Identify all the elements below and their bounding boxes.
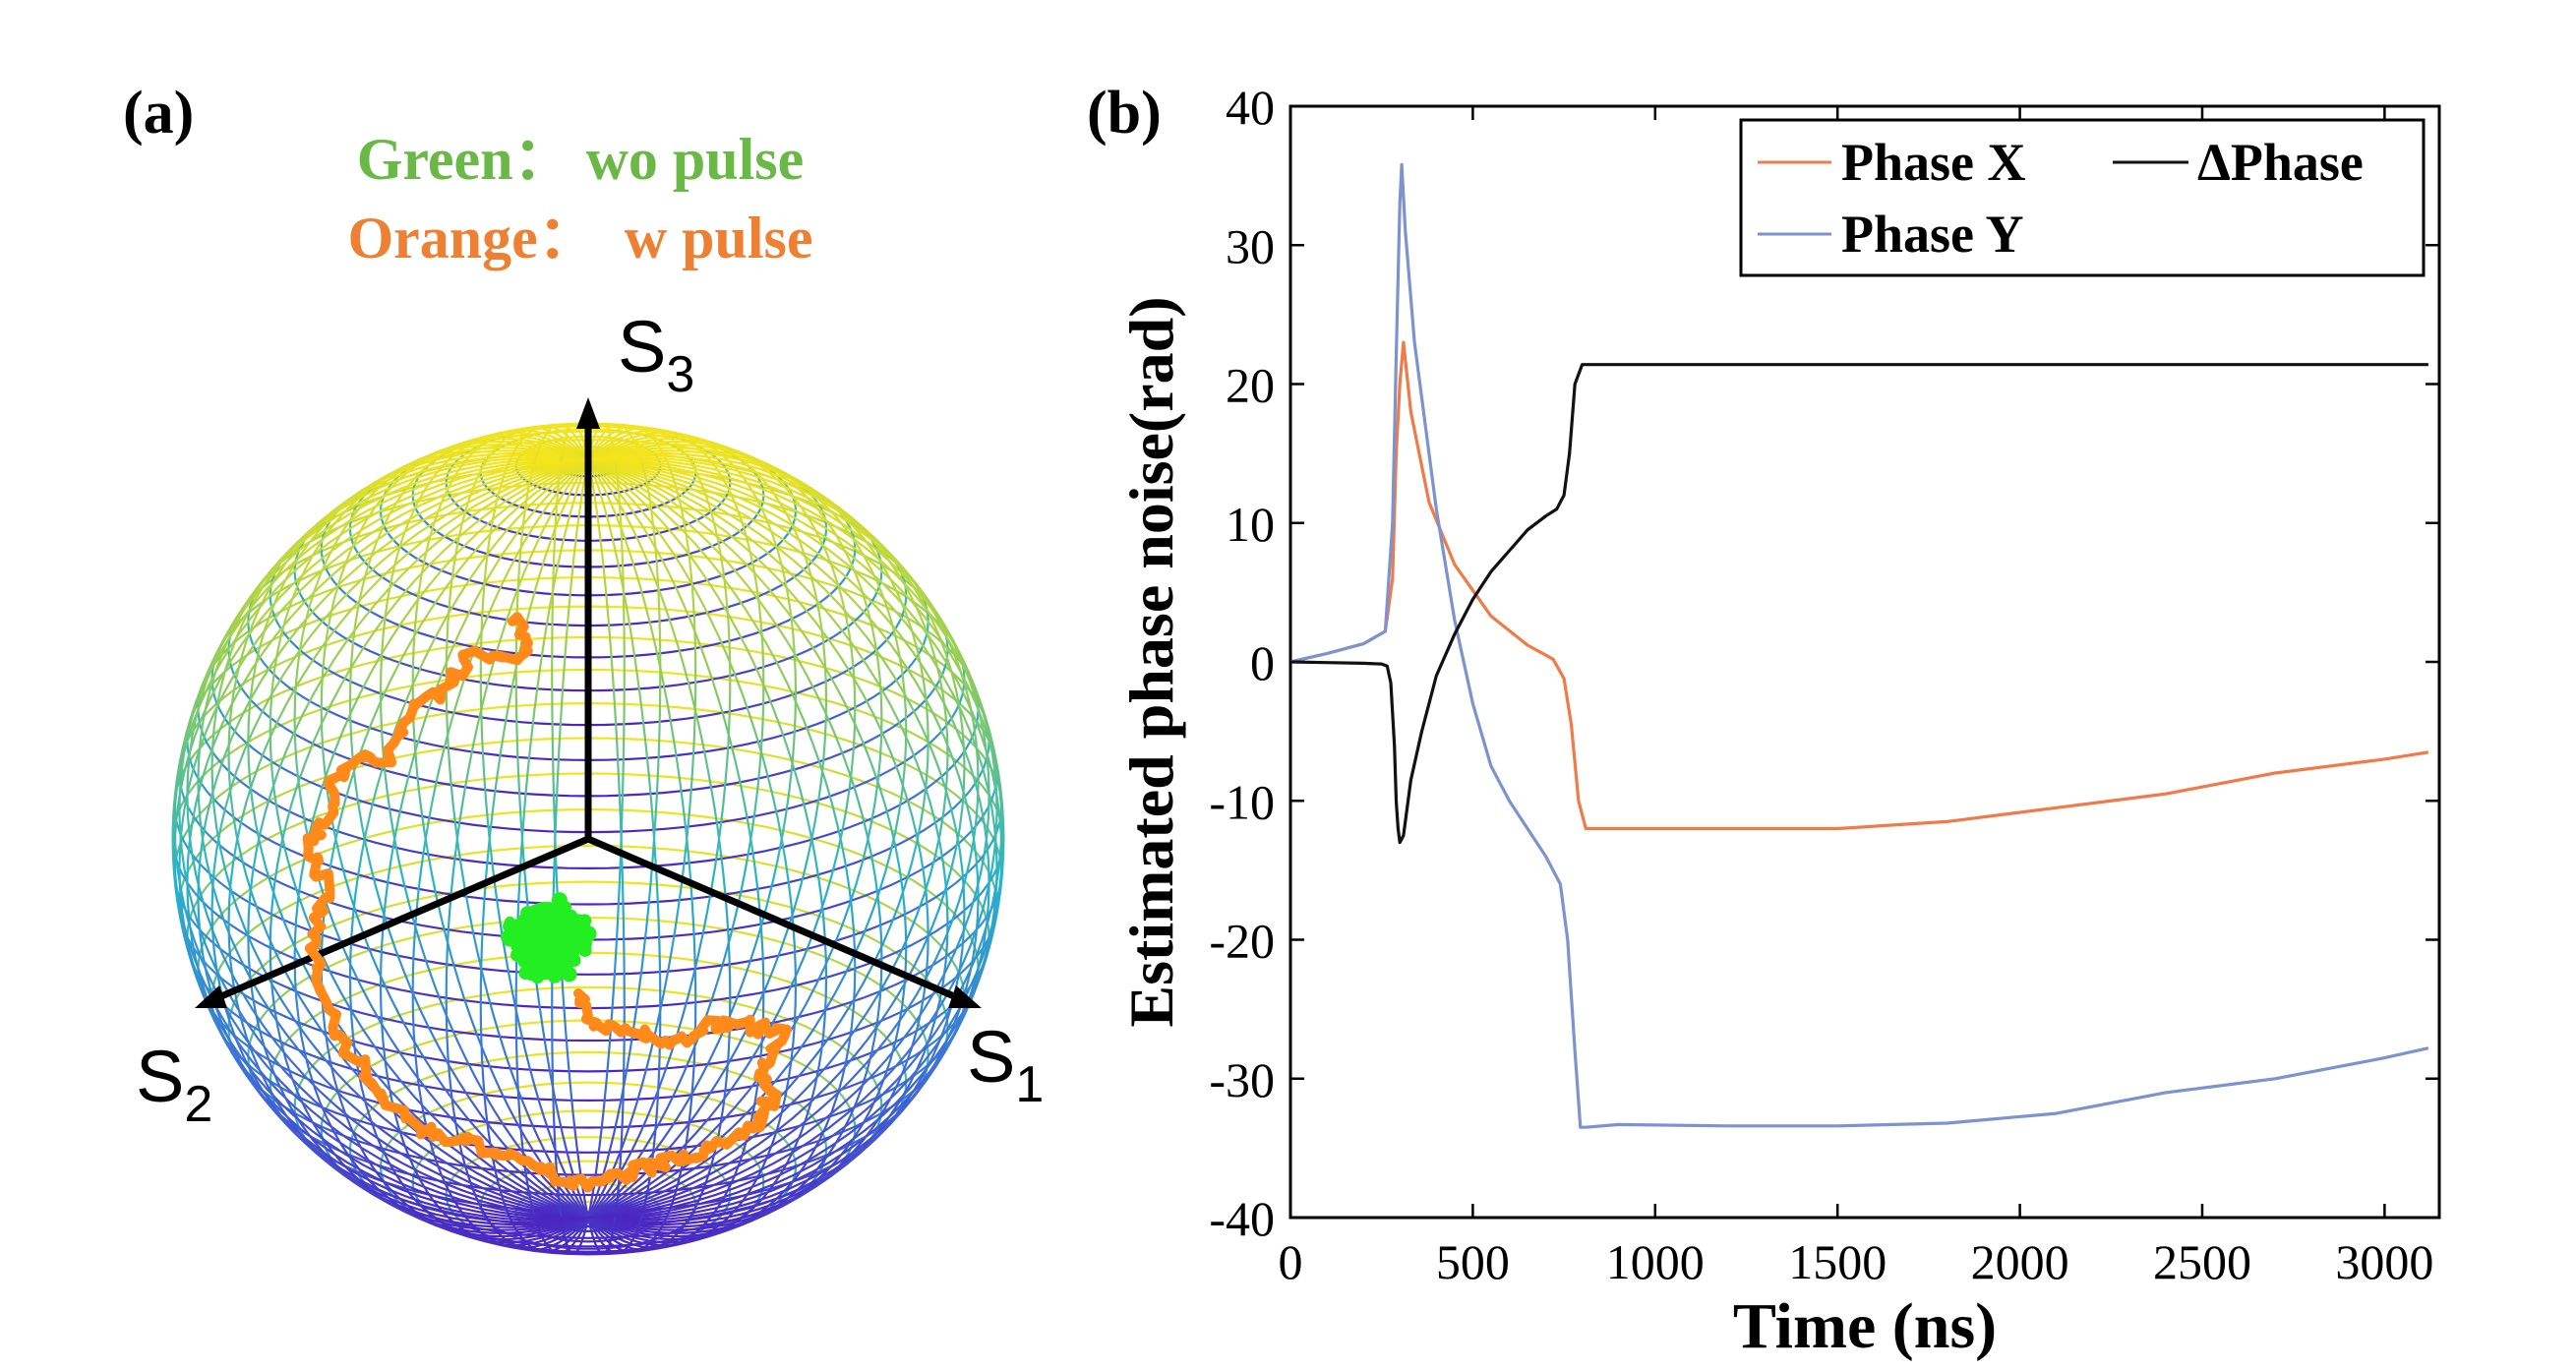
green-cluster-point: [580, 925, 597, 942]
legend-green-text: Green： wo pulse: [357, 127, 805, 192]
series-line-delta-phase: [1290, 363, 2428, 845]
s1-axis-line: [586, 835, 963, 1003]
x-tick-label: 2500: [2153, 1234, 2251, 1289]
plot-frame: [1288, 104, 2441, 1220]
y-tick-label: -10: [1209, 774, 1275, 829]
s2-arrow-icon: [195, 985, 227, 1008]
green-cluster-point: [510, 948, 524, 962]
s1-arrow-icon: [948, 985, 982, 1008]
green-cluster-point: [534, 961, 548, 974]
series-line-phase-y: [1290, 162, 2429, 1129]
green-cluster-point: [560, 901, 572, 914]
x-tick-labels: 0 500 1000 1500 2000 2500 3000: [1279, 1234, 2434, 1289]
s3-axis-label: S3: [618, 306, 694, 403]
green-cluster-point: [571, 914, 586, 928]
axis-ticks: [1288, 104, 2439, 1220]
legend-label-phase-y: Phase Y: [1841, 205, 2024, 264]
x-tick-label: 1000: [1606, 1234, 1705, 1289]
panel-a: (a) Green： wo pulse Orange： w pulse: [123, 80, 1044, 1256]
y-axis-label: Estimated phase noise(rad): [1116, 296, 1186, 1027]
x-axis-label: Time (ns): [1733, 1290, 1997, 1362]
sphere-axes: [195, 397, 982, 1008]
y-tick-labels: -40 -30 -20 -10 0 10 20 30 40: [1209, 80, 1275, 1246]
x-tick-label: 3000: [2335, 1234, 2433, 1289]
y-tick-label: 10: [1226, 497, 1275, 552]
green-cluster-point: [567, 933, 577, 945]
green-cluster-point: [521, 906, 534, 919]
green-cluster-point: [512, 929, 528, 945]
y-tick-label: 30: [1226, 218, 1275, 273]
chart-legend: Phase X ΔPhase Phase Y: [1739, 118, 2426, 277]
panel-b: (b) -40 -30 -20 -10 0 10 20 30 40 0 500 1000 1500 20…: [1087, 80, 2441, 1362]
x-tick-label: 1500: [1788, 1234, 1887, 1289]
y-tick-label: -20: [1209, 914, 1275, 969]
x-tick-label: 500: [1436, 1234, 1510, 1289]
y-tick-label: 0: [1250, 635, 1275, 690]
legend-orange-text: Orange： w pulse: [347, 206, 812, 270]
green-cluster-point: [549, 962, 567, 981]
green-cluster-without-pulse: [500, 892, 597, 984]
y-tick-label: 20: [1226, 358, 1275, 413]
y-tick-label: -30: [1209, 1052, 1275, 1107]
panel-b-label: (b): [1087, 80, 1162, 147]
plot-series: [1290, 162, 2429, 1129]
y-tick-label: 40: [1226, 80, 1275, 135]
legend-box: [1739, 118, 2426, 277]
x-tick-label: 0: [1279, 1234, 1303, 1289]
x-tick-label: 2000: [1971, 1234, 2069, 1289]
s2-axis-line: [212, 835, 590, 1003]
green-cluster-point: [568, 953, 581, 968]
legend-label-delta-phase: ΔPhase: [2197, 133, 2364, 192]
legend-label-phase-x: Phase X: [1841, 133, 2026, 192]
green-cluster-point: [543, 907, 561, 924]
orange-trace-with-pulse: [302, 612, 792, 1193]
y-tick-label: -40: [1209, 1191, 1275, 1246]
green-cluster-point: [507, 937, 517, 948]
s1-axis-label: S1: [967, 1016, 1044, 1113]
panel-a-label: (a): [123, 80, 194, 147]
s3-arrow-icon: [576, 397, 600, 429]
series-line-phase-x: [1290, 340, 2429, 831]
s2-axis-label: S2: [136, 1036, 212, 1133]
